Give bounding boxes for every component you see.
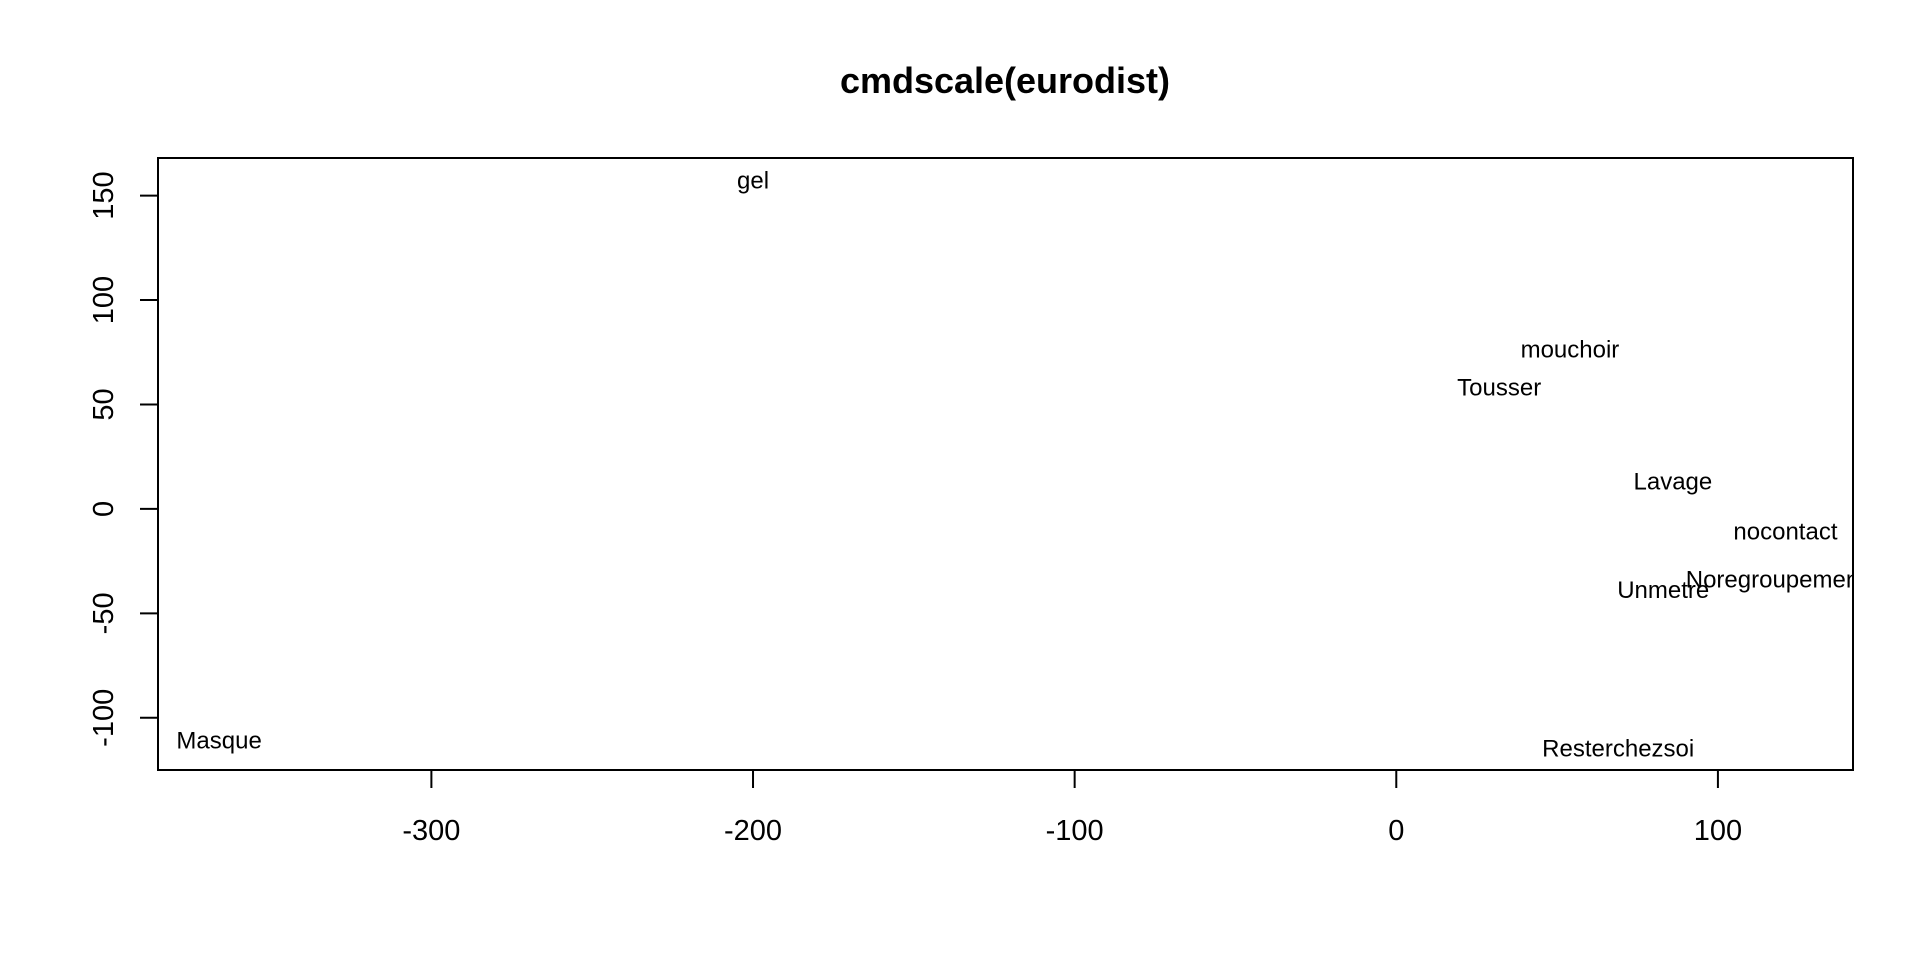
y-axis: -100 -50 0 50 100 150 bbox=[88, 171, 159, 747]
x-tick-label: -300 bbox=[402, 815, 460, 847]
y-tick-label: -100 bbox=[88, 689, 120, 747]
y-tick-label: 100 bbox=[88, 276, 120, 324]
point-labels: gel mouchoir Tousser Lavage nocontact Noregro… bbox=[176, 167, 1866, 763]
x-tick-label: 0 bbox=[1388, 815, 1404, 847]
point-label: mouchoir bbox=[1521, 337, 1620, 364]
y-tick-label: 0 bbox=[88, 501, 120, 517]
point-label: Resterchezsoi bbox=[1542, 736, 1694, 763]
point-label: Unmetre bbox=[1617, 577, 1709, 604]
x-tick-label: -200 bbox=[724, 815, 782, 847]
point-label: gel bbox=[737, 167, 769, 194]
point-label: Noregroupement bbox=[1686, 566, 1866, 593]
y-tick-label: -50 bbox=[88, 592, 120, 634]
point-label: Lavage bbox=[1634, 468, 1713, 495]
x-axis: -300 -200 -100 0 100 bbox=[402, 769, 1742, 847]
point-label: nocontact bbox=[1733, 518, 1837, 545]
y-tick-label: 50 bbox=[88, 388, 120, 420]
plot-frame bbox=[157, 157, 1854, 771]
chart-title: cmdscale(eurodist) bbox=[840, 60, 1170, 101]
x-tick-label: -100 bbox=[1046, 815, 1104, 847]
point-label: Tousser bbox=[1457, 374, 1541, 401]
point-label: Masque bbox=[176, 727, 261, 754]
y-tick-label: 150 bbox=[88, 171, 120, 219]
x-tick-label: 100 bbox=[1694, 815, 1742, 847]
